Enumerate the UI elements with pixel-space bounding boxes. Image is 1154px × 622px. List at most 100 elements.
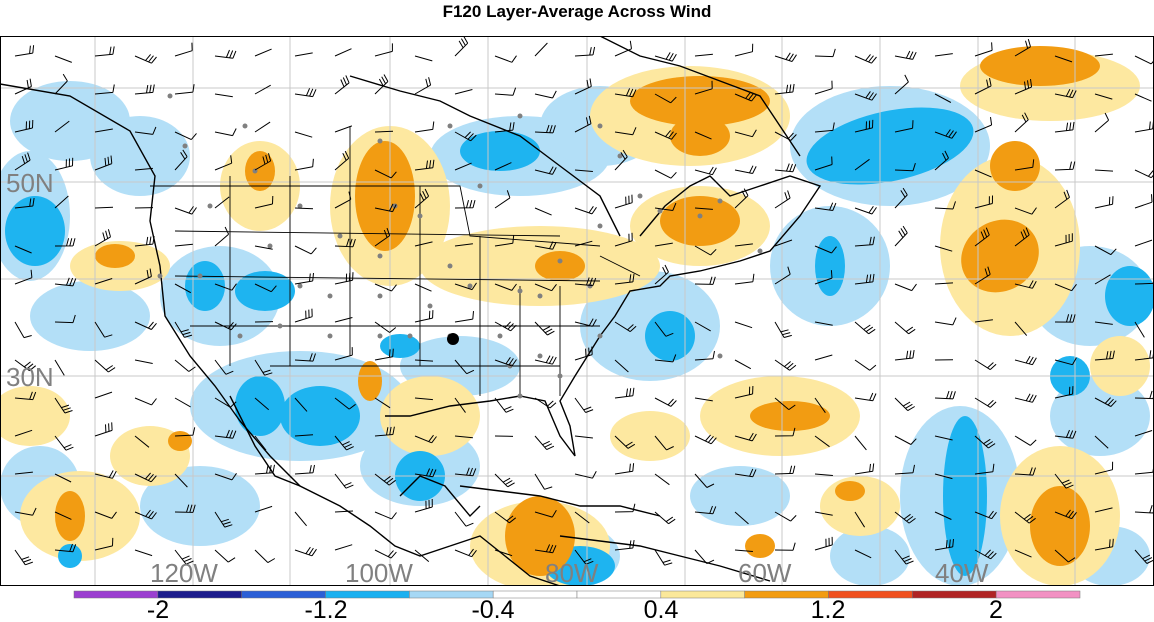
wind-barb [734, 468, 757, 478]
lon-label: 120W [150, 558, 218, 586]
wind-barb [134, 268, 152, 285]
wind-barb [1054, 161, 1076, 171]
wind-barb [94, 128, 113, 133]
colorbar-swatches [73, 590, 1081, 599]
wind-barb [934, 538, 954, 551]
wind-barb [854, 54, 877, 64]
wind-barb [14, 198, 35, 209]
wind-barb [854, 236, 875, 247]
wind-barb [774, 465, 796, 475]
wind-barb [974, 549, 997, 560]
wind-barb [54, 120, 70, 133]
wind-barb [134, 167, 153, 171]
wind-barb [334, 125, 353, 133]
wind-barb [534, 397, 557, 409]
colorbar-swatch [157, 590, 242, 599]
wind-barb [694, 549, 715, 565]
lat-label: 30N [6, 362, 54, 392]
wind-barb [974, 319, 993, 323]
wind-barb [614, 359, 629, 373]
station-dots [157, 93, 763, 399]
wind-barb [14, 321, 32, 339]
wind-barb [854, 392, 877, 402]
wind-barb [734, 91, 757, 102]
wind-barb [1014, 207, 1037, 215]
wind-barb [814, 156, 833, 171]
wind-barb [254, 435, 267, 451]
wind-barb [1094, 321, 1113, 325]
wind-barb [294, 131, 313, 138]
wind-barb [734, 432, 757, 442]
wind-barb [934, 93, 952, 103]
wind-barb [454, 435, 473, 439]
wind-barb [894, 321, 916, 335]
wind-barb [54, 473, 72, 483]
wind-barb [974, 397, 997, 408]
wind-barb [694, 53, 713, 57]
colorbar-labels: -2 -1.2 -0.4 0.4 1.2 2 [147, 596, 1003, 622]
wind-barb [734, 359, 752, 370]
wind-barb [1014, 38, 1031, 57]
wind-barb [174, 397, 191, 408]
wind-barb [934, 511, 952, 520]
wind-barb [734, 385, 754, 399]
wind-barb [174, 321, 193, 338]
wind-barb [974, 169, 992, 178]
wind-barb [1054, 314, 1076, 323]
wind-barb [814, 202, 837, 211]
wind-barb [214, 429, 237, 439]
wind-barb [574, 346, 593, 361]
wind-barb [374, 473, 396, 486]
wind-barb [1094, 461, 1114, 475]
wind-barb [494, 357, 517, 367]
wind-barb [454, 548, 477, 558]
wind-barb [134, 236, 155, 247]
wind-barb [854, 359, 877, 371]
wind-barb [494, 87, 517, 96]
wind-barb [974, 195, 993, 209]
colorbar-tick-label: -0.4 [471, 596, 514, 622]
wind-barb [214, 93, 233, 98]
wind-barb [534, 207, 552, 216]
wind-barb [574, 240, 593, 247]
wind-barb [1134, 549, 1154, 564]
wind-barb [534, 283, 557, 292]
wind-barb [894, 283, 917, 292]
wind-barb [694, 276, 716, 285]
wind-barb [494, 473, 515, 488]
wind-barb [534, 510, 557, 518]
wind-barb [974, 77, 992, 95]
wind-barb [454, 131, 477, 142]
wind-barb [254, 84, 271, 95]
wind-barb [334, 435, 354, 451]
wind-barb [214, 155, 233, 171]
wind-barb [534, 544, 557, 554]
wind-barb [734, 321, 753, 329]
wind-barb [654, 264, 669, 285]
wind-barb [294, 434, 314, 437]
wind-barb [894, 511, 916, 524]
wind-barb [654, 202, 677, 211]
wind-barb [414, 434, 437, 444]
wind-barb [894, 397, 915, 412]
lon-label: 40W [935, 558, 989, 586]
wind-barb [654, 511, 676, 525]
wind-barb [814, 122, 835, 133]
wind-barb [14, 391, 37, 401]
wind-barb [254, 359, 273, 376]
wind-barb [1054, 473, 1074, 489]
wind-barb [574, 318, 597, 327]
wind-barb [534, 241, 557, 250]
wind-barb [294, 207, 314, 210]
wind-barb [414, 77, 432, 95]
wind-barb [734, 165, 757, 174]
wind-barb [334, 317, 353, 323]
wind-barb [254, 121, 271, 133]
wind-barb [94, 84, 115, 95]
wind-barb [414, 468, 437, 478]
wind-barb [694, 321, 711, 332]
wind-barb [294, 308, 313, 323]
wind-barb [414, 397, 433, 401]
wind-barb [54, 157, 74, 171]
lat-label: 50N [6, 168, 54, 198]
